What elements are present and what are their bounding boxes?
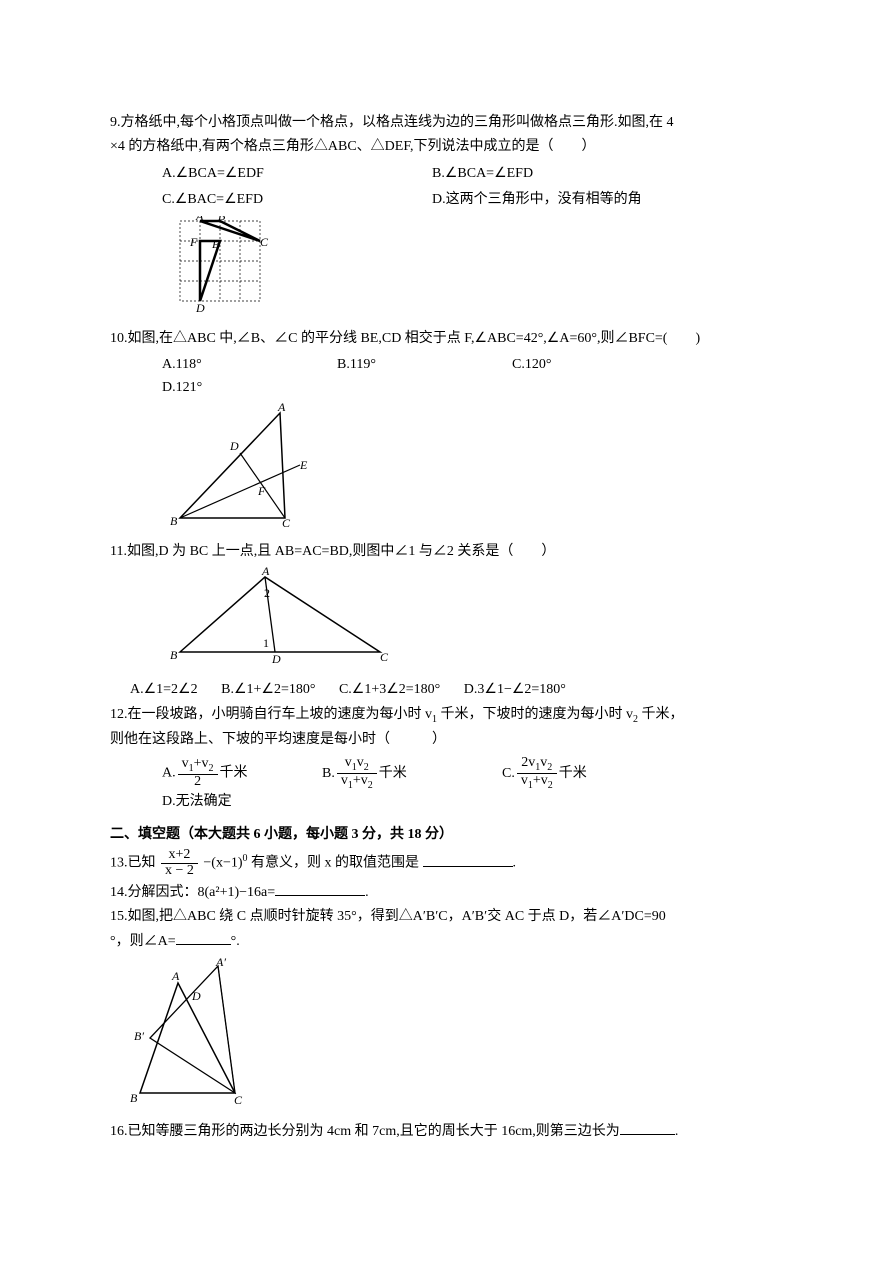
- q15-line1: 15.如图,把△ABC 绕 C 点顺时针旋转 35°，得到△A′B′C，A′B′…: [110, 906, 782, 928]
- svg-text:C: C: [380, 650, 389, 664]
- q13-sup: 0: [243, 853, 248, 864]
- svg-text:D: D: [271, 652, 281, 666]
- svg-text:B: B: [170, 648, 178, 662]
- q13-blank: [423, 852, 513, 867]
- q13-frac: x+2 x − 2: [161, 848, 198, 878]
- q12-text1b: 千米，下坡时的速度为每小时 v: [437, 707, 633, 722]
- svg-text:A: A: [261, 567, 270, 578]
- q10-options: A.118° B.119° C.120° D.121°: [162, 354, 782, 399]
- q10-opt-c: C.120°: [512, 354, 667, 376]
- q10-opt-b: B.119°: [337, 354, 492, 376]
- q11-opt-b: B.∠1+∠2=180°: [221, 682, 315, 697]
- q16-blank: [620, 1120, 675, 1135]
- svg-text:C: C: [282, 516, 291, 528]
- q16-end: .: [675, 1124, 679, 1139]
- svg-text:D: D: [191, 989, 201, 1003]
- svg-text:B: B: [130, 1091, 138, 1105]
- svg-text:E: E: [211, 237, 220, 251]
- q12-opt-a: A.v1+v22千米: [162, 757, 302, 790]
- q10-opt-d: D.121°: [162, 377, 317, 399]
- svg-text:F: F: [257, 484, 266, 498]
- q14-blank: [275, 881, 365, 896]
- q12-opt-b: B.v1v2v1+v2千米: [322, 756, 482, 792]
- svg-text:B: B: [170, 514, 178, 528]
- q10-figure: A B C D E F: [170, 403, 782, 536]
- q11-options: A.∠1=2∠2 B.∠1+∠2=180° C.∠1+3∠2=180° D.3∠…: [130, 679, 782, 701]
- svg-text:A′: A′: [215, 958, 226, 969]
- q9-opt-b: B.∠BCA=∠EFD: [432, 163, 587, 185]
- q12-opt-c: C.2v1v2v1+v2千米: [502, 756, 662, 792]
- svg-text:B: B: [218, 216, 226, 223]
- q10-opt-a: A.118°: [162, 354, 317, 376]
- q15-figure: A A′ B B′ C D: [130, 958, 782, 1116]
- q12-opt-d: D.无法确定: [162, 791, 317, 813]
- q14: 14.分解因式：8(a²+1)−16a=.: [110, 881, 782, 904]
- q12-line1: 12.在一段坡路，小明骑自行车上坡的速度为每小时 v1 千米，下坡时的速度为每小…: [110, 704, 782, 728]
- svg-text:E: E: [299, 458, 308, 472]
- q12-text1a: 12.在一段坡路，小明骑自行车上坡的速度为每小时 v: [110, 707, 432, 722]
- q9-opt-d: D.这两个三角形中，没有相等的角: [432, 189, 642, 211]
- q16-text: 16.已知等腰三角形的两边长分别为 4cm 和 7cm,且它的周长大于 16cm…: [110, 1124, 620, 1139]
- q13: 13.已知 x+2 x − 2 −(x−1)0 有意义，则 x 的取值范围是 .: [110, 848, 782, 878]
- q15-line2: °，则∠A= °.: [110, 930, 782, 953]
- svg-text:1: 1: [263, 636, 269, 650]
- q14-text: 14.分解因式：8(a²+1)−16a=: [110, 885, 275, 900]
- svg-text:A: A: [171, 969, 180, 983]
- q12-options: A.v1+v22千米 B.v1v2v1+v2千米 C.2v1v2v1+v2千米 …: [162, 756, 782, 814]
- q14-end: .: [365, 885, 369, 900]
- q11-opt-a: A.∠1=2∠2: [130, 682, 198, 697]
- q11-figure: A B C D 1 2: [170, 567, 782, 675]
- q15-text3: °.: [231, 934, 240, 949]
- q9-figure: A B C F E D: [170, 216, 782, 324]
- q12-text1c: 千米，: [638, 707, 684, 722]
- svg-text:A: A: [195, 216, 204, 223]
- q15-blank: [176, 930, 231, 945]
- q9-options-row1: A.∠BCA=∠EDF B.∠BCA=∠EFD: [162, 163, 782, 185]
- svg-text:A: A: [277, 403, 286, 414]
- q13-post: 有意义，则 x 的取值范围是: [251, 856, 419, 871]
- svg-text:2: 2: [264, 586, 270, 600]
- q16: 16.已知等腰三角形的两边长分别为 4cm 和 7cm,且它的周长大于 16cm…: [110, 1120, 782, 1143]
- section2-title: 二、填空题（本大题共 6 小题，每小题 3 分，共 18 分）: [110, 824, 782, 846]
- q9-line1: 9.方格纸中,每个小格顶点叫做一个格点，以格点连线为边的三角形叫做格点三角形.如…: [110, 112, 782, 134]
- svg-text:C: C: [234, 1093, 243, 1107]
- svg-text:D: D: [195, 301, 205, 315]
- svg-text:F: F: [189, 235, 198, 249]
- svg-text:D: D: [229, 439, 239, 453]
- q13-end: .: [513, 856, 517, 871]
- q11-opt-c: C.∠1+3∠2=180°: [339, 682, 440, 697]
- q11-opt-d: D.3∠1−∠2=180°: [464, 682, 566, 697]
- q13-pre: 13.已知: [110, 856, 156, 871]
- q9-options-row2: C.∠BAC=∠EFD D.这两个三角形中，没有相等的角: [162, 189, 782, 211]
- q12-line2: 则他在这段路上、下坡的平均速度是每小时（ ）: [110, 729, 782, 751]
- q9-opt-c: C.∠BAC=∠EFD: [162, 189, 412, 211]
- q11-text: 11.如图,D 为 BC 上一点,且 AB=AC=BD,则图中∠1 与∠2 关系…: [110, 541, 782, 563]
- q15-text2: °，则∠A=: [110, 934, 176, 949]
- svg-text:C: C: [260, 235, 269, 249]
- q9-opt-a: A.∠BCA=∠EDF: [162, 163, 412, 185]
- q9-line2: ×4 的方格纸中,有两个格点三角形△ABC、△DEF,下列说法中成立的是（ ）: [110, 136, 782, 158]
- svg-text:B′: B′: [134, 1029, 144, 1043]
- q10-text: 10.如图,在△ABC 中,∠B、∠C 的平分线 BE,CD 相交于点 F,∠A…: [110, 328, 782, 350]
- q13-mid: −(x−1): [203, 856, 242, 871]
